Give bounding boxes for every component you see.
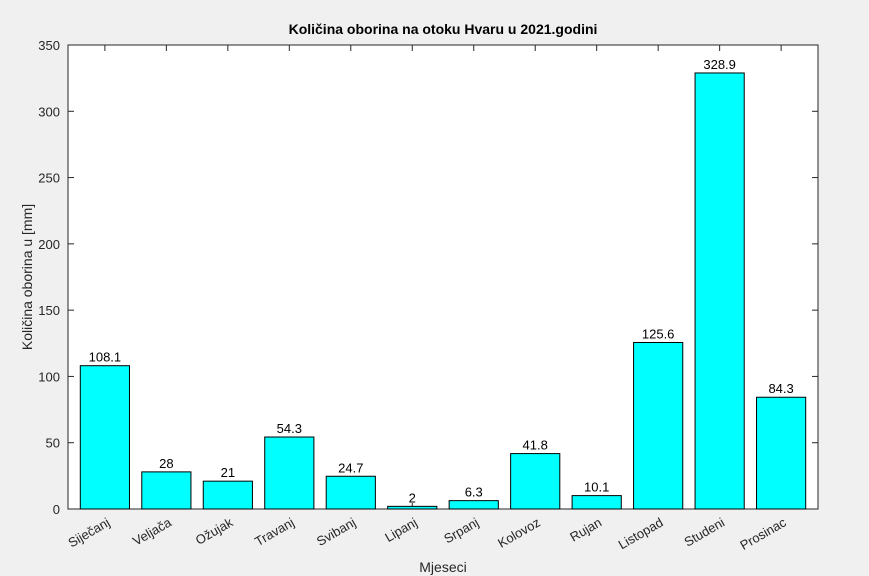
bar (79, 365, 130, 510)
value-label: 24.7 (338, 460, 363, 475)
value-label: 6.3 (465, 485, 483, 500)
x-tick-label: Svibanj (314, 515, 359, 549)
y-tick-label: 300 (38, 104, 60, 119)
y-tick-label: 0 (53, 502, 60, 517)
value-label: 84.3 (768, 381, 793, 396)
bar (387, 505, 438, 510)
y-tick-label: 350 (38, 38, 60, 53)
x-tick-label: Veljača (130, 514, 174, 548)
y-tick-label: 50 (46, 436, 60, 451)
bar (141, 471, 192, 510)
value-label: 2 (409, 490, 416, 505)
x-tick-label: Kolovoz (495, 515, 543, 551)
y-tick-label: 200 (38, 237, 60, 252)
bar (756, 396, 807, 510)
bar (571, 495, 622, 510)
x-tick-label: Prosinac (737, 514, 789, 553)
chart-title: Količina oborina na otoku Hvaru u 2021.g… (289, 21, 598, 37)
plot-area (67, 44, 819, 510)
bar (448, 500, 499, 510)
value-label: 108.1 (89, 350, 122, 365)
bar (694, 72, 745, 510)
value-label: 328.9 (703, 57, 736, 72)
bar (633, 341, 684, 510)
x-tick-label: Rujan (567, 515, 604, 545)
value-label: 54.3 (277, 421, 302, 436)
x-tick-label: Studeni (681, 515, 727, 550)
value-label: 28 (159, 456, 173, 471)
x-tick-label: Lipanj (382, 515, 420, 545)
y-tick-label: 150 (38, 303, 60, 318)
x-tick-label: Siječanj (65, 515, 112, 551)
bar (202, 480, 253, 510)
y-axis-label: Količina oborina u [mm] (19, 204, 35, 350)
y-tick-label: 250 (38, 171, 60, 186)
value-label: 125.6 (642, 326, 675, 341)
bar (510, 453, 561, 510)
x-axis-label: Mjeseci (419, 559, 466, 575)
bar (325, 475, 376, 510)
x-tick-label: Srpanj (441, 515, 481, 547)
x-tick-label: Listopad (616, 515, 666, 553)
y-tick-label: 100 (38, 369, 60, 384)
bar (264, 436, 315, 510)
value-label: 10.1 (584, 480, 609, 495)
x-tick-label: Ožujak (193, 514, 236, 547)
value-label: 41.8 (523, 438, 548, 453)
x-tick-label: Travanj (252, 515, 297, 549)
value-label: 21 (221, 465, 235, 480)
